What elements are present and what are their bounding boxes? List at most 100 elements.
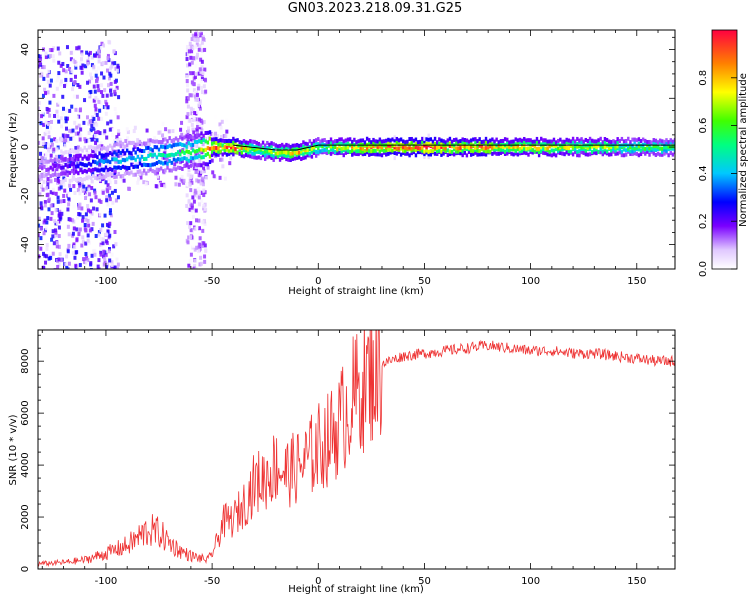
spectrogram-cell	[397, 142, 401, 147]
spectrogram-cell	[582, 150, 585, 155]
spectrogram-cell	[495, 145, 498, 150]
spectrogram-cell	[461, 137, 464, 142]
spectrogram-cell	[191, 267, 195, 269]
spectrogram-cell	[204, 153, 207, 158]
spectrogram-cell	[51, 173, 55, 178]
spectrogram-cell	[561, 139, 564, 144]
spectrogram-cell	[111, 61, 115, 66]
spectrogram-cell	[200, 67, 204, 72]
spectrogram-cell	[79, 147, 82, 152]
spectrogram-cell	[136, 138, 140, 143]
spectrogram-cell	[423, 154, 426, 159]
spectrogram-cell	[99, 246, 103, 251]
spectrogram-cell	[484, 149, 488, 154]
spectrogram-cell	[627, 146, 630, 151]
spectrogram-cell	[372, 137, 375, 142]
spectrogram-cell	[204, 89, 208, 94]
spectrogram-cell	[550, 148, 554, 153]
spectrogram-cell	[147, 142, 151, 147]
spectrogram-cell	[637, 137, 641, 142]
spectrogram-cell	[253, 155, 256, 160]
spectrogram-cell	[431, 139, 435, 144]
spectrogram-cell	[459, 148, 462, 153]
spectrogram-cell	[590, 149, 594, 154]
spectrogram-cell	[38, 101, 41, 106]
spectrogram-cell	[83, 98, 87, 103]
spectrogram-cell	[90, 253, 94, 258]
spectrogram-cell	[81, 218, 85, 223]
spectrogram-cell	[312, 139, 316, 144]
spectrogram-cell	[610, 145, 613, 150]
spectrogram-cell	[331, 140, 335, 145]
spectrogram-cell	[79, 168, 82, 173]
spectrogram-cell	[106, 54, 110, 59]
spectrogram-cell	[56, 264, 60, 269]
spectrogram-cell	[639, 143, 643, 148]
spectrogram-cell	[289, 157, 292, 162]
spectrogram-cell	[107, 249, 111, 254]
spectrogram-cell	[363, 140, 367, 145]
spectrogram-cell	[86, 238, 90, 243]
spectrogram-cell	[191, 135, 195, 140]
spectrogram-cell	[92, 174, 95, 179]
spectrogram-cell	[612, 149, 615, 154]
spectrogram-cell	[93, 134, 97, 139]
spectrogram-cell	[325, 145, 328, 150]
spectrogram-cell	[77, 205, 81, 210]
spectrogram-cell	[527, 152, 530, 157]
spectrogram-cell	[186, 137, 190, 142]
spectrogram-cell	[142, 162, 146, 167]
spectrogram-cell	[108, 151, 112, 156]
spectrogram-cell	[69, 136, 73, 141]
spectrogram-cell	[285, 142, 288, 147]
spectrogram-cell	[213, 145, 216, 150]
spectrogram-cell	[85, 187, 89, 192]
spectrogram-cell	[95, 138, 99, 143]
spectrogram-cell	[329, 137, 333, 142]
spectrogram-cell	[57, 234, 61, 239]
spectrogram-cell	[73, 157, 77, 162]
spectrogram-cell	[106, 121, 110, 126]
ridge-line	[233, 144, 675, 151]
spectrogram-cell	[57, 154, 61, 159]
spectrogram-cell	[578, 153, 581, 158]
spectrogram-cell	[529, 142, 532, 147]
spectrogram-cell	[89, 128, 93, 133]
spectrogram-cell	[101, 93, 105, 98]
spectrogram-cell	[198, 123, 202, 128]
spectrogram-cell	[138, 161, 142, 166]
spectrogram-cell	[378, 144, 382, 149]
spectrogram-xlabel: Height of straight line (km)	[288, 286, 424, 297]
spectrogram-cell	[38, 85, 40, 90]
spectrogram-cell	[89, 261, 93, 266]
spectrogram-cell	[39, 56, 43, 61]
spectrogram-cell	[171, 147, 175, 152]
spectrogram-cell	[633, 146, 636, 151]
spectrogram-cell	[223, 139, 227, 144]
spectrogram-cell	[104, 156, 108, 161]
spectrogram-cell	[601, 142, 605, 147]
spectrogram-cell	[249, 139, 252, 144]
spectrogram-cell	[94, 69, 98, 74]
spectrogram-cell	[53, 137, 57, 142]
spectrogram-cell	[40, 156, 44, 161]
spectrogram-cell	[68, 170, 72, 175]
spectrogram-cell	[357, 149, 360, 154]
spectrogram-cell	[104, 232, 108, 237]
spectrogram-cell	[187, 263, 191, 268]
spectrogram-cell	[230, 142, 233, 147]
spectrogram-cell	[185, 44, 189, 49]
spectrogram-cell	[433, 141, 437, 146]
spectrogram-cell	[66, 172, 69, 177]
spectrogram-cell	[571, 152, 575, 157]
spectrogram-cell	[168, 136, 171, 141]
spectrogram-cell	[62, 182, 66, 187]
spectrogram-cell	[673, 141, 675, 146]
spectrogram-cell	[39, 205, 43, 210]
spectrogram-cell	[104, 60, 108, 65]
spectrogram-cell	[133, 167, 137, 172]
spectrogram-cell	[257, 155, 261, 160]
spectrogram-cell	[514, 137, 517, 142]
spectrogram-cell	[108, 197, 112, 202]
spectrogram-cell	[132, 147, 135, 152]
